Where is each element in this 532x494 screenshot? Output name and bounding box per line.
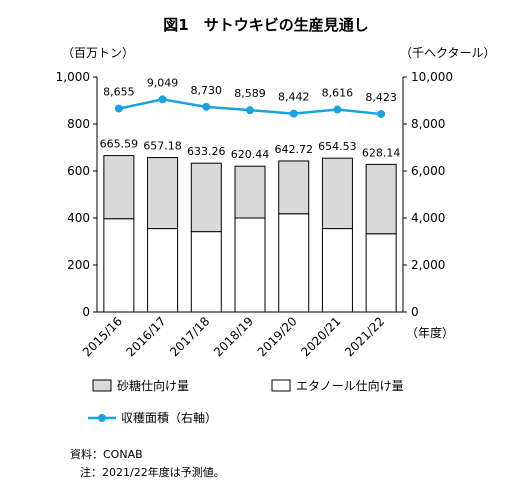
bar-total-label: 642.72 [274,143,313,156]
bar-total-label: 657.18 [143,140,182,153]
bar-sugar [147,157,179,230]
line-point [114,104,123,113]
left-tick-label: 0 [82,305,90,319]
right-tick-label: 0 [411,305,419,319]
bar-sugar [321,157,353,230]
x-tick-label: 2016/17 [124,314,169,359]
plot-area: 0 200 400 600 800 1,000 0 2,000 4,000 6,000 8,000 1… [56,70,453,359]
bar-ethanol [321,228,353,313]
bar-total-label: 620.44 [231,148,270,161]
line-point [333,105,342,114]
bar-total-label: 665.59 [100,138,139,151]
left-tick-label: 400 [67,211,90,225]
legend-label-sugar: 砂糖仕向け量 [117,378,189,393]
line-point-label: 8,442 [278,91,310,104]
legend-label-ethanol: エタノール仕向け量 [296,378,404,393]
chart-title: 図1 サトウキビの生産見通し [163,16,368,34]
line-point-label: 8,616 [322,87,354,100]
right-tick-label: 8,000 [411,117,445,131]
left-tick-label: 200 [67,258,90,272]
line-point [158,95,167,104]
bar-ethanol [103,218,135,313]
bar-total-label: 628.14 [362,146,401,159]
line-point-label: 8,423 [365,91,397,104]
bar-sugar [103,155,135,220]
line-point-label: 8,589 [234,87,266,100]
x-tick-label: 2015/16 [80,314,125,359]
line-point-label: 8,655 [103,86,135,99]
bar-sugar [234,165,266,219]
left-tick-label: 600 [67,164,90,178]
left-axis-unit: （百万トン） [62,46,134,60]
legend-swatch-area-marker [98,414,106,422]
x-tick-label: 2021/22 [342,314,387,359]
bar-sugar [365,163,397,235]
bar-ethanol [147,228,179,313]
right-tick-label: 2,000 [411,258,445,272]
bar-sugar [278,160,310,215]
bar-sugar [190,162,222,233]
legend: 砂糖仕向け量 エタノール仕向け量 収穫面積（右軸） [88,378,404,425]
bar-ethanol [190,231,222,313]
right-axis-unit: （千ヘクタール） [400,46,496,60]
source-note: 資料：CONAB [70,448,143,461]
x-tick-label: 2019/20 [255,314,300,359]
legend-swatch-sugar [92,379,112,392]
bar-ethanol [365,233,397,313]
left-tick-label: 800 [67,117,90,131]
bar-total-label: 654.53 [318,140,357,153]
line-point-label: 8,730 [191,84,223,97]
bar-total-label: 633.26 [187,145,226,158]
legend-label-area: 収穫面積（右軸） [121,410,217,425]
right-tick-label: 4,000 [411,211,445,225]
footnote: 注：2021/22年度は予測値。 [80,466,225,479]
line-point [202,102,211,111]
x-tick-label: 2018/19 [211,314,256,359]
bar-ethanol [278,213,310,313]
legend-swatch-ethanol [271,379,291,392]
line-point-label: 9,049 [147,76,179,89]
line-point [289,109,298,118]
right-tick-label: 6,000 [411,164,445,178]
x-tick-label: 2020/21 [298,314,343,359]
x-tick-label: 2017/18 [167,314,212,359]
line-point [246,106,254,115]
x-axis-unit: （年度） [406,325,454,340]
line-point [377,110,386,119]
right-tick-label: 10,000 [411,70,453,84]
left-tick-label: 1,000 [56,70,90,84]
bar-ethanol [234,217,266,313]
